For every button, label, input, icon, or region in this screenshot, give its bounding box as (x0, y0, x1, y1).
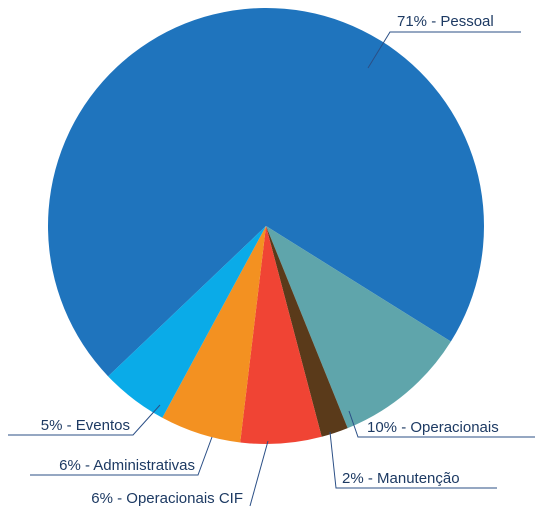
pie-slice (108, 226, 267, 418)
slice-label: 2% - Manutenção (342, 470, 460, 487)
slice-label: 71% - Pessoal (397, 13, 494, 30)
pie-slice (162, 226, 266, 443)
leader-line (329, 431, 497, 489)
pie-slice (47, 7, 484, 377)
pie-slice (266, 226, 451, 429)
pie-slice (240, 226, 322, 444)
slice-label: 6% - Administrativas (59, 457, 195, 474)
slice-label: 6% - Operacionais CIF (91, 490, 243, 507)
leader-line (8, 404, 161, 436)
leader-line (367, 31, 521, 69)
slice-label: 5% - Eventos (41, 417, 130, 434)
pie-slice (266, 226, 348, 437)
leader-line (348, 410, 535, 438)
leader-line (30, 436, 213, 476)
slice-label: 10% - Operacionais (367, 419, 499, 436)
leader-line (249, 440, 269, 507)
